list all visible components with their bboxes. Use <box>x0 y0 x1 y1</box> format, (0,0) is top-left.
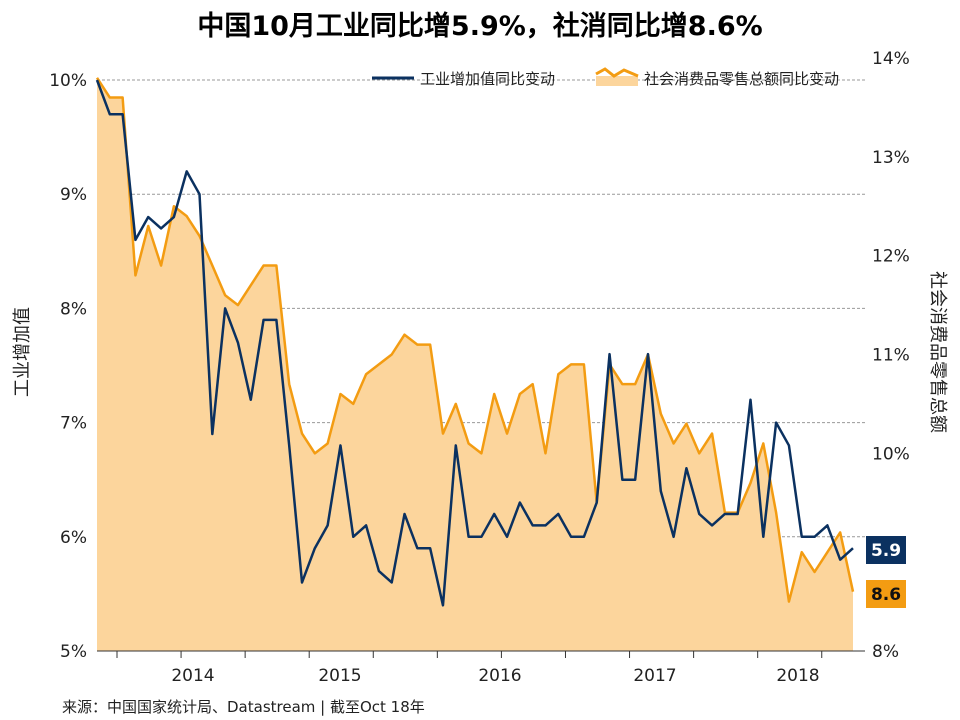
left-axis-label: 工业增加值 <box>12 307 33 397</box>
right-tick-label: 13% <box>872 148 910 168</box>
left-tick-label: 8% <box>60 299 87 319</box>
badge-retail: 8.6 <box>866 580 906 608</box>
left-tick-label: 6% <box>60 528 87 548</box>
retail-sales-area <box>97 77 853 652</box>
axes <box>97 650 865 658</box>
x-tick-label: 2017 <box>633 666 676 686</box>
left-tick-label: 5% <box>60 642 87 662</box>
retail-sales-line <box>95 77 855 603</box>
right-axis-ticks: 8% 10% 11% 12% 13% 14% <box>872 49 910 662</box>
legend-label-retail: 社会消费品零售总额同比变动 <box>644 70 839 88</box>
badge-industrial-value: 5.9 <box>871 541 901 561</box>
badge-industrial-box <box>866 536 906 564</box>
right-axis-label: 社会消费品零售总额 <box>927 271 948 433</box>
right-tick-label: 12% <box>872 247 910 267</box>
legend: 工业增加值同比变动 社会消费品零售总额同比变动 <box>372 67 839 88</box>
badge-retail-value: 8.6 <box>871 585 901 605</box>
industrial-output-line <box>95 79 854 607</box>
left-tick-label: 7% <box>60 414 87 434</box>
legend-swatch-retail-line <box>595 67 639 78</box>
badge-industrial: 5.9 <box>866 536 906 564</box>
industrial-output-line-layer <box>95 79 854 607</box>
left-tick-label: 10% <box>49 71 87 91</box>
legend-label-industrial: 工业增加值同比变动 <box>420 70 555 88</box>
source-note: 来源：中国国家统计局、Datastream | 截至Oct 18年 <box>62 698 425 716</box>
right-tick-label: 8% <box>872 642 899 662</box>
chart-title: 中国10月工业同比增5.9%，社消同比增8.6% <box>197 10 762 42</box>
badge-retail-box <box>866 580 906 608</box>
left-tick-label: 9% <box>60 185 87 205</box>
x-axis-ticks: 2014 2015 2016 2017 2018 <box>171 666 819 686</box>
x-tick-label: 2015 <box>318 666 361 686</box>
right-tick-label: 11% <box>872 346 910 366</box>
x-tick-label: 2018 <box>776 666 819 686</box>
retail-sales-area-layer <box>95 77 855 652</box>
left-axis-ticks: 5% 6% 7% 8% 9% 10% <box>49 71 87 662</box>
x-tick-label: 2014 <box>171 666 214 686</box>
legend-swatch-retail-fill <box>596 76 638 86</box>
right-tick-label: 14% <box>872 49 910 69</box>
right-tick-label: 10% <box>872 444 910 464</box>
x-tick-label: 2016 <box>478 666 521 686</box>
